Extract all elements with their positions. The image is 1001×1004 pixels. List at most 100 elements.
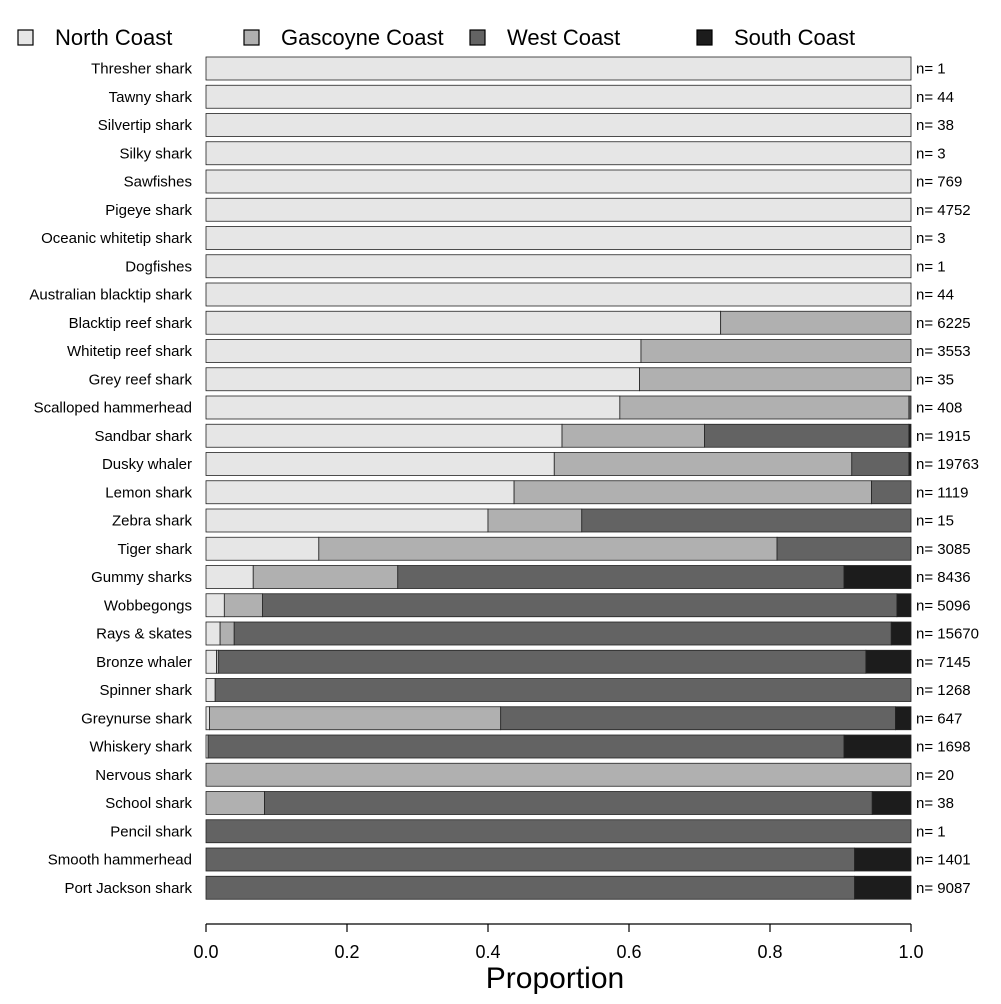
legend-swatch [243,29,260,46]
x-tick-label: 0.4 [475,942,500,962]
bar-segment [252,565,399,589]
bar-segment [209,706,502,731]
category-label: Zebra shark [112,513,193,530]
sample-size-label: n= 9087 [916,880,971,897]
sample-size-label: n= 6225 [916,315,971,332]
category-label: Silvertip shark [98,117,193,134]
bar-segment [908,452,912,476]
category-label: Silky shark [119,145,192,162]
category-label: Tiger shark [118,541,193,558]
category-label: Pigeye shark [105,202,192,219]
bar-segment [205,254,912,279]
sample-size-label: n= 15 [916,513,954,530]
bar-segment [908,423,912,448]
sample-size-label: n= 38 [916,795,954,812]
bar-segment [704,423,910,448]
category-label: Tawny shark [109,89,193,106]
bar-segment [720,310,912,335]
bar-segment [205,56,912,81]
x-tick-label: 0.8 [757,942,782,962]
bar-segment [207,734,845,759]
sample-size-label: n= 647 [916,710,962,727]
bar-segment [205,847,855,872]
bar-segment [205,706,210,731]
bar-segment [205,141,912,166]
sample-size-label: n= 5096 [916,597,971,614]
category-label: Greynurse shark [81,710,192,727]
bar-segment [205,649,217,674]
category-label: Oceanic whitetip shark [41,230,192,247]
legend: North Coast Gascoyne Coast West Coast South… [17,25,855,50]
category-label: Dogfishes [125,258,192,275]
category-label: Pencil shark [110,823,192,840]
bar-segment [843,734,912,759]
sample-size-label: n= 1698 [916,739,971,756]
bar-segment [843,565,912,589]
sample-size-label: n= 408 [916,400,962,417]
bar-segment [205,762,912,787]
bar-segment [205,819,912,844]
category-label: Scalloped hammerhead [34,400,192,417]
legend-swatch [469,29,486,46]
sample-size-label: n= 35 [916,371,954,388]
bar-segment [223,593,263,618]
sample-size-label: n= 1401 [916,852,971,869]
x-tick-label: 0.2 [334,942,359,962]
bar-segment [219,621,235,646]
bar-segment [865,649,912,674]
category-label: Australian blacktip shark [29,287,192,304]
sample-size-label: n= 3085 [916,541,971,558]
category-label: Rays & skates [96,626,192,643]
category-label: Gummy sharks [91,569,192,586]
category-label: Port Jackson shark [64,880,192,897]
bar-segment [205,169,912,194]
bar-segment [397,565,845,589]
bar-segment [553,452,853,476]
bar-segment [205,282,912,307]
bar-segment [639,367,912,392]
bar-segment [205,84,912,109]
legend-label: South Coast [734,25,855,50]
category-label: Whitetip reef shark [67,343,193,360]
bar-segment [487,508,583,533]
category-label: Nervous shark [95,767,192,784]
sample-size-label: n= 3553 [916,343,971,360]
sample-size-label: n= 7145 [916,654,971,671]
category-labels: Thresher shark Tawny shark Silvertip shark… [29,61,192,897]
category-label: Thresher shark [91,61,192,78]
category-label: Whiskery shark [89,739,192,756]
category-label: Dusky whaler [102,456,192,473]
bar-segment [214,678,912,702]
legend-label: Gascoyne Coast [281,25,444,50]
sample-size-label: n= 8436 [916,569,971,586]
bar-segment [776,536,912,561]
sample-size-label: n= 1268 [916,682,971,699]
category-label: Smooth hammerhead [48,852,192,869]
category-label: Lemon shark [105,484,192,501]
category-label: Sawfishes [124,174,192,191]
category-label: Grey reef shark [89,371,193,388]
sample-size-label: n= 15670 [916,626,979,643]
x-tick-label: 0.0 [193,942,218,962]
bar-segment [896,593,912,618]
sample-size-label: n= 38 [916,117,954,134]
bar-segment [205,452,555,476]
bar-segment [205,565,254,589]
x-tick-label: 0.6 [616,942,641,962]
bar-segment [513,480,872,505]
bar-segment [218,649,867,674]
sample-size-label: n= 3 [916,145,946,162]
bar-segment [205,423,563,448]
bar-segment [908,395,912,420]
bar-segment [205,791,265,815]
bar-segment [205,367,640,392]
legend-label: North Coast [55,25,172,50]
x-tick-label: 1.0 [898,942,923,962]
bar-segment [854,847,912,872]
bar-segment [205,339,642,363]
bar-segment [640,339,912,363]
category-label: Bronze whaler [96,654,192,671]
sample-size-label: n= 1 [916,258,946,275]
sample-size-label: n= 4752 [916,202,971,219]
